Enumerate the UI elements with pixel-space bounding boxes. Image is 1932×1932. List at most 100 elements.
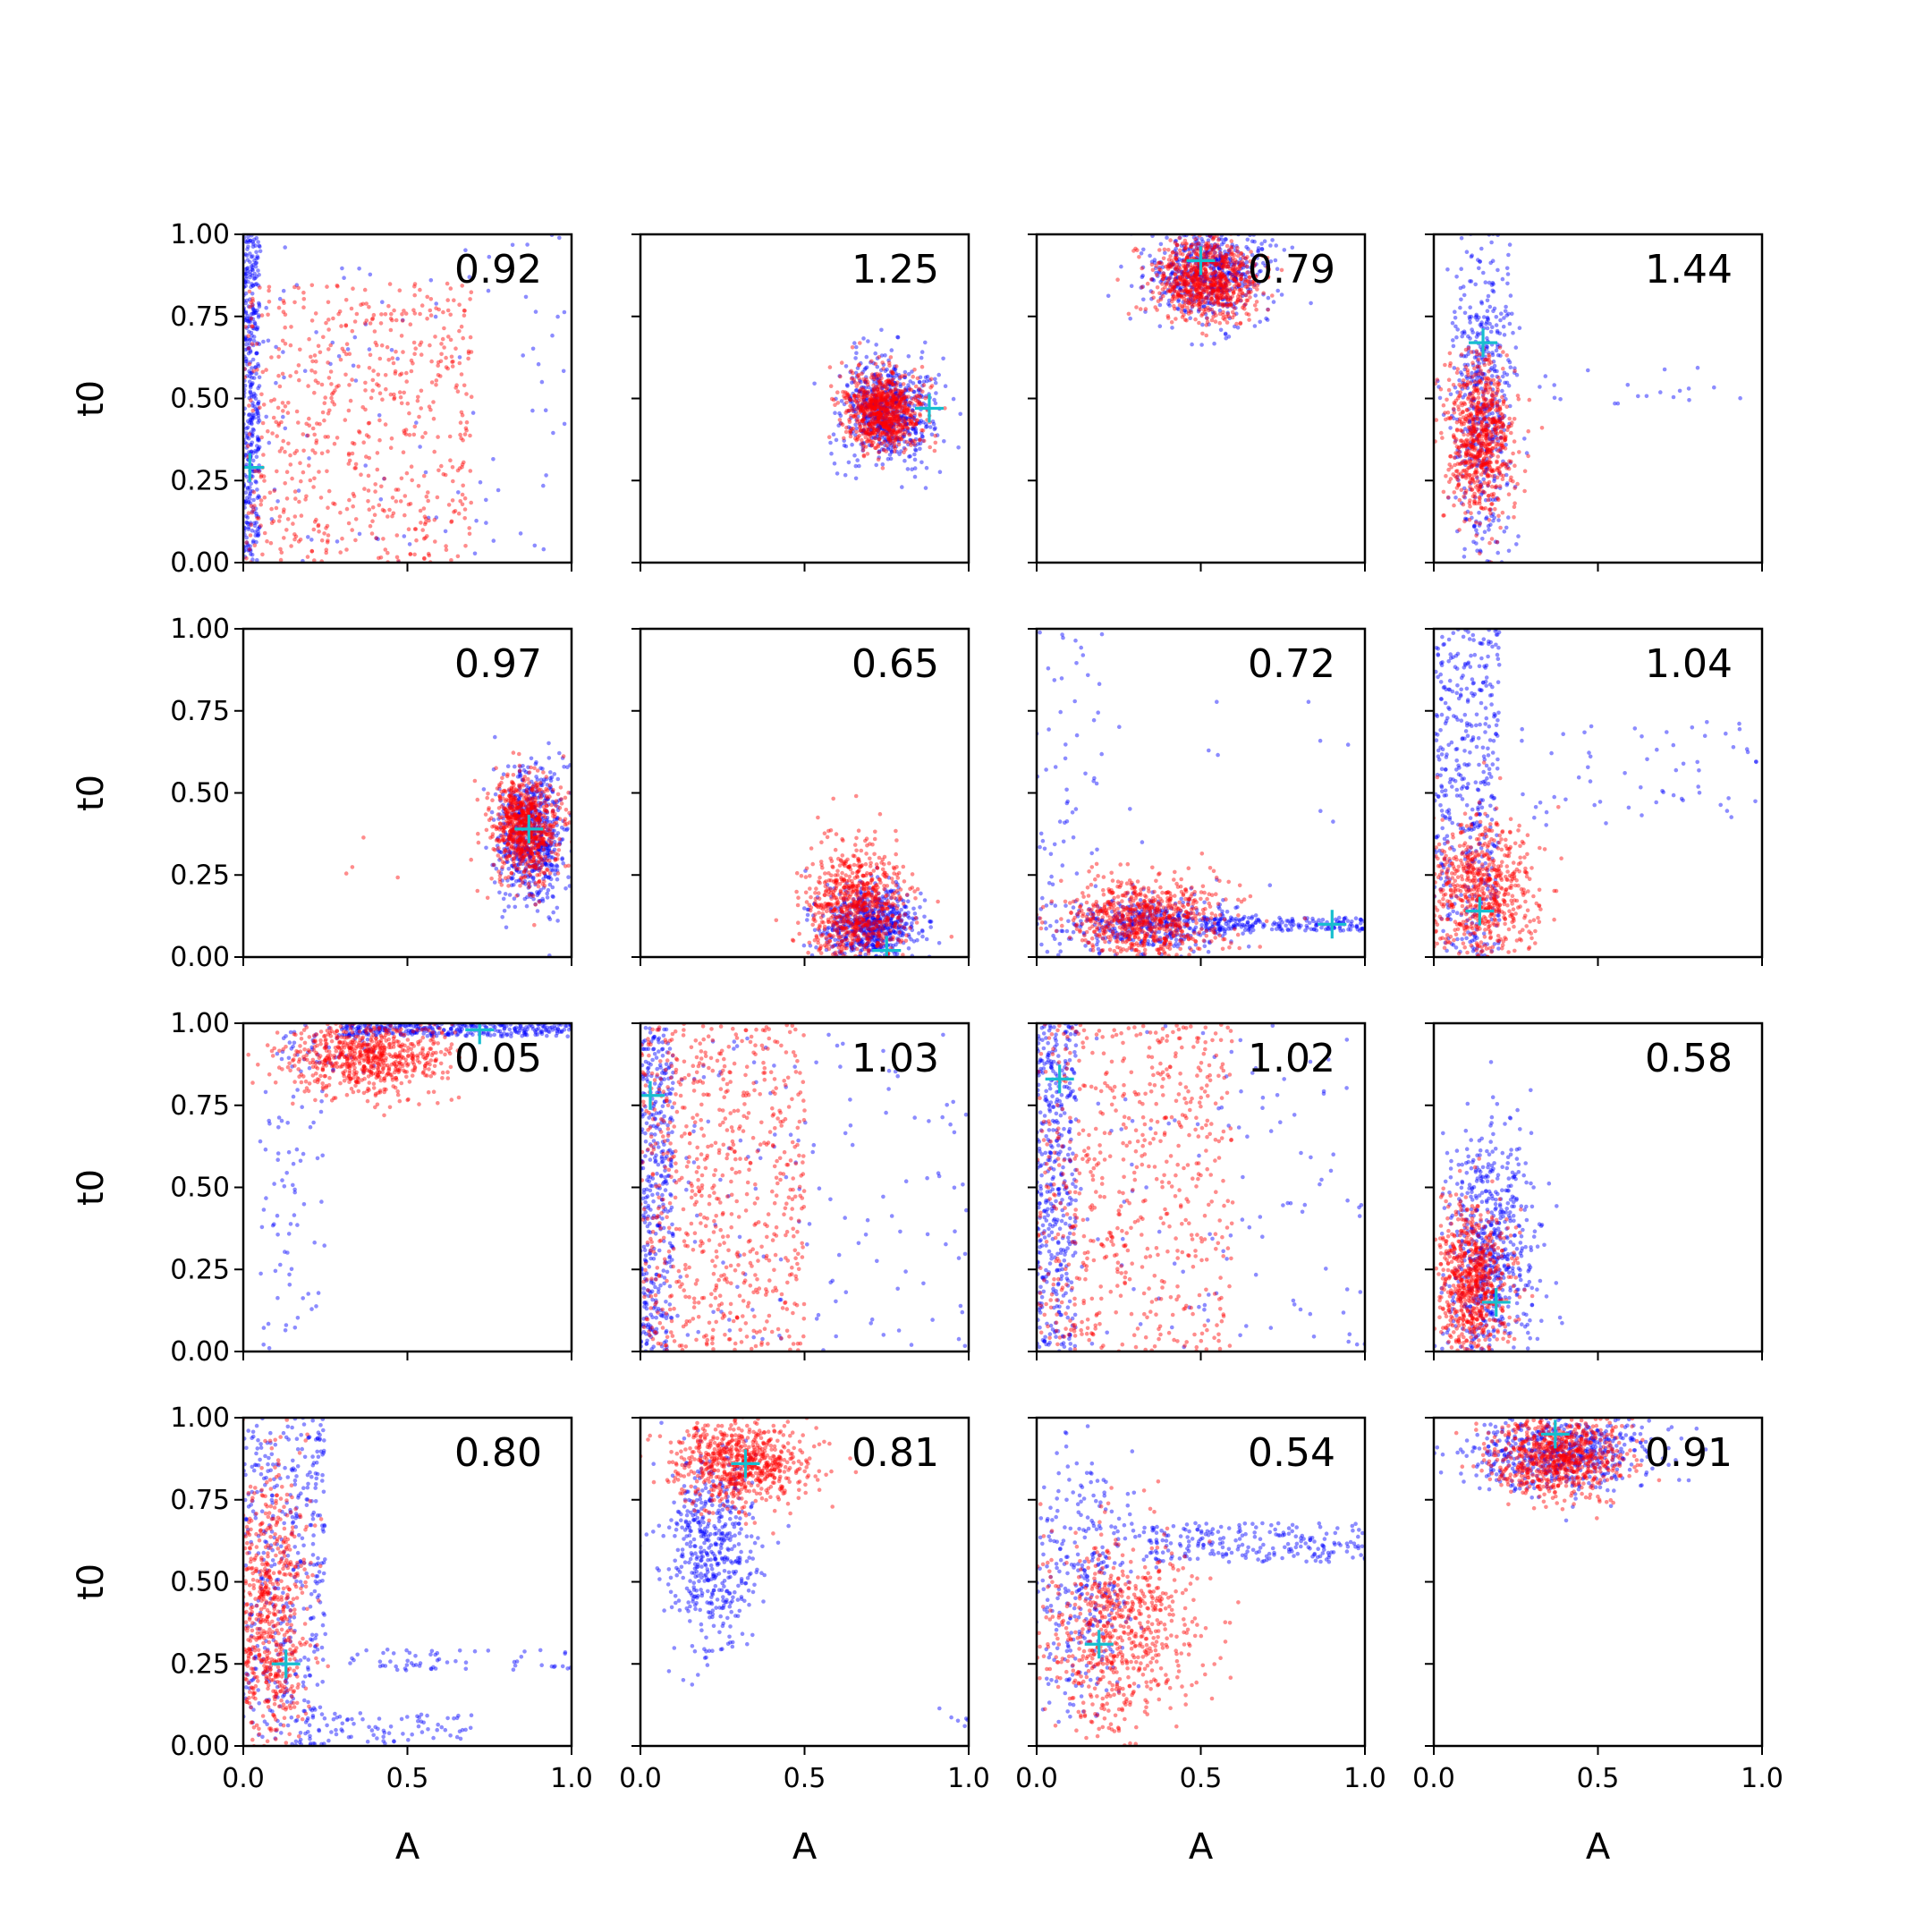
red-point — [855, 419, 860, 424]
blue-point — [1157, 270, 1162, 275]
blue-point — [854, 396, 859, 402]
red-point — [1487, 423, 1491, 428]
blue-point — [1233, 306, 1238, 310]
blue-point — [882, 428, 886, 432]
red-point — [331, 390, 336, 395]
red-point — [408, 552, 413, 556]
blue-point — [244, 274, 249, 279]
red-point — [872, 399, 877, 403]
red-point — [446, 503, 452, 507]
red-point — [397, 390, 402, 394]
red-point — [854, 384, 860, 389]
blue-point — [1490, 439, 1495, 445]
red-point — [1174, 265, 1179, 270]
red-point — [1214, 294, 1219, 300]
blue-point — [1474, 374, 1479, 378]
blue-point — [876, 396, 880, 401]
red-point — [1486, 446, 1490, 452]
red-point — [1211, 284, 1216, 289]
red-point — [348, 398, 353, 403]
blue-point — [874, 409, 878, 413]
red-point — [880, 389, 886, 394]
red-point — [893, 446, 898, 451]
red-point — [1193, 268, 1199, 274]
red-point — [855, 436, 860, 442]
blue-point — [886, 358, 891, 363]
blue-point — [1502, 530, 1507, 534]
blue-point — [1206, 250, 1210, 256]
red-point — [1212, 283, 1216, 288]
red-point — [450, 465, 455, 470]
red-point — [1461, 410, 1465, 415]
red-point — [933, 440, 938, 445]
red-point — [336, 311, 341, 317]
blue-point — [1140, 284, 1146, 289]
blue-point — [254, 260, 259, 266]
red-point — [1494, 419, 1498, 424]
red-point — [887, 393, 893, 398]
blue-point — [870, 401, 875, 406]
red-point — [1212, 244, 1217, 250]
blue-point — [878, 422, 884, 427]
red-point — [293, 496, 298, 501]
blue-point — [250, 366, 254, 370]
blue-point — [860, 402, 865, 408]
blue-point — [888, 380, 893, 386]
blue-point — [246, 548, 250, 553]
blue-point — [1190, 294, 1194, 299]
red-point — [848, 403, 852, 409]
blue-point — [1472, 523, 1477, 528]
red-point — [1473, 405, 1478, 410]
blue-point — [1226, 270, 1232, 275]
red-point — [455, 554, 461, 559]
red-point — [1470, 434, 1475, 438]
red-point — [852, 414, 856, 419]
red-point — [346, 408, 352, 413]
blue-point — [1225, 288, 1230, 292]
red-point — [1465, 441, 1470, 446]
red-point — [1483, 461, 1488, 466]
blue-point — [1490, 394, 1495, 398]
blue-point — [902, 391, 906, 396]
red-point — [1463, 347, 1469, 352]
red-point — [312, 353, 318, 358]
red-point — [1191, 275, 1197, 281]
red-point — [895, 402, 900, 407]
blue-point — [1233, 271, 1239, 275]
red-point — [897, 416, 902, 421]
blue-point — [243, 356, 249, 361]
subplot-4: 1.44 — [1425, 233, 1764, 572]
blue-point — [1216, 295, 1221, 301]
red-point — [340, 536, 344, 541]
red-point — [894, 397, 899, 402]
blue-point — [250, 413, 256, 419]
red-point — [1454, 428, 1460, 433]
blue-point — [902, 411, 907, 416]
red-point — [1473, 429, 1478, 435]
blue-point — [1231, 304, 1235, 309]
red-point — [1486, 377, 1491, 381]
red-point — [371, 312, 377, 318]
red-point — [917, 386, 922, 392]
red-point — [848, 429, 853, 435]
red-point — [277, 514, 283, 519]
blue-point — [261, 339, 266, 344]
red-point — [1170, 286, 1175, 291]
blue-point — [1455, 390, 1460, 394]
red-point — [369, 395, 374, 401]
red-point — [902, 419, 906, 424]
blue-point — [850, 376, 855, 380]
red-point — [902, 432, 907, 437]
blue-point — [899, 409, 903, 414]
red-point — [878, 396, 884, 401]
blue-point — [1221, 270, 1225, 275]
red-point — [900, 408, 904, 413]
red-point — [319, 451, 325, 456]
blue-point — [1250, 274, 1256, 279]
red-point — [1457, 453, 1462, 458]
red-point — [261, 402, 267, 407]
blue-point — [930, 419, 936, 424]
red-point — [1189, 301, 1194, 307]
red-point — [895, 428, 901, 434]
red-point — [294, 409, 300, 414]
